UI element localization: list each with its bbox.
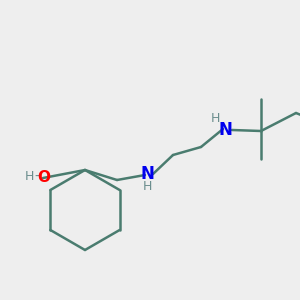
Text: H: H [24,170,34,184]
Text: N: N [218,121,232,139]
Text: O: O [38,169,50,184]
Text: H: H [210,112,220,124]
Text: -: - [34,170,39,184]
Text: H: H [142,179,152,193]
Text: N: N [140,165,154,183]
